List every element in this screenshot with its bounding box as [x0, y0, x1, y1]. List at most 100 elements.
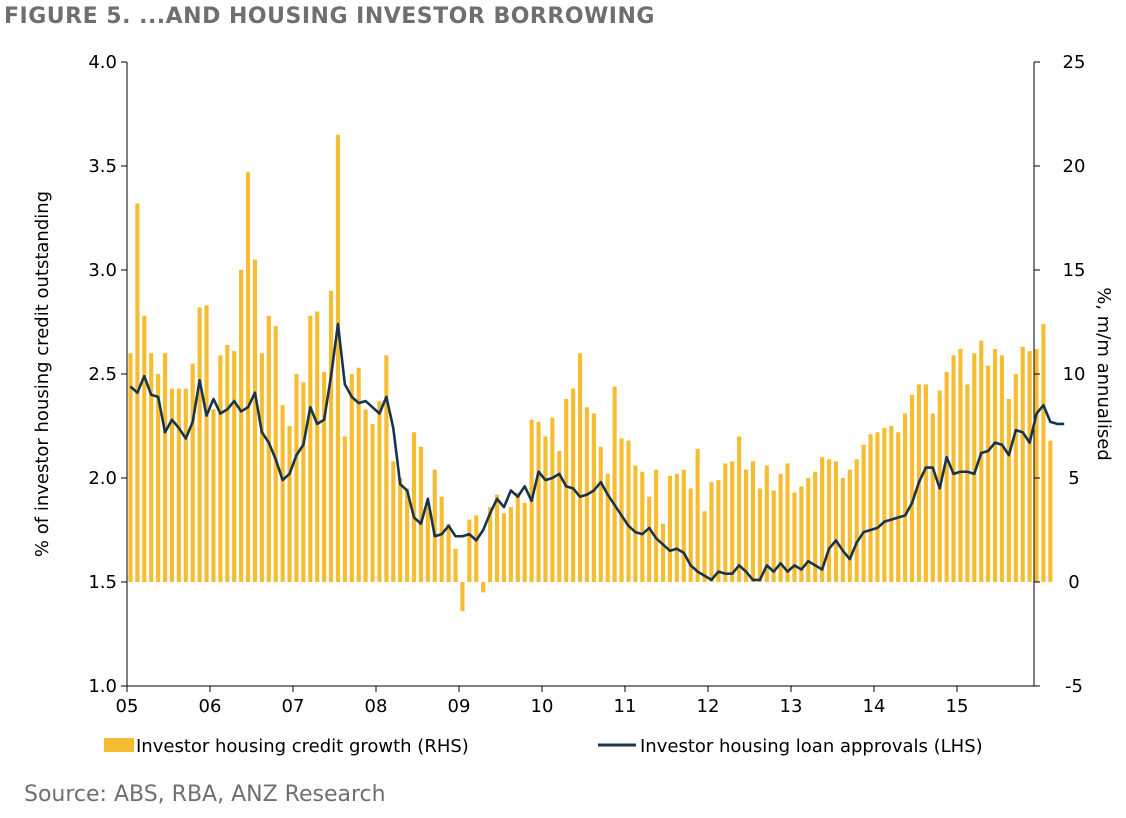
credit-growth-bar	[280, 405, 285, 582]
legend: Investor housing credit growth (RHS) Inv…	[104, 736, 983, 757]
credit-growth-bar	[557, 450, 562, 582]
credit-growth-bar	[743, 469, 749, 582]
credit-growth-bar	[785, 463, 790, 582]
credit-growth-bar	[252, 259, 258, 582]
left-y-tick-label: 3.0	[88, 260, 117, 281]
x-tick-label: 14	[863, 696, 886, 717]
credit-growth-bar	[550, 417, 555, 582]
credit-growth-bar	[598, 446, 603, 582]
credit-growth-bar	[1034, 349, 1039, 582]
x-tick-label: 12	[697, 696, 720, 717]
x-tick-label: 09	[448, 696, 471, 717]
credit-growth-bar	[571, 388, 576, 582]
credit-growth-bar	[889, 426, 894, 582]
credit-growth-bar	[868, 434, 873, 582]
credit-growth-bar	[211, 409, 216, 582]
credit-growth-bar	[515, 492, 520, 582]
credit-growth-bar	[405, 488, 410, 582]
right-y-tick-label: 5	[1068, 468, 1079, 489]
x-tick-label: 07	[282, 696, 305, 717]
credit-growth-bar	[460, 582, 465, 612]
bars-layer	[128, 134, 1053, 612]
credit-growth-bar	[335, 134, 341, 583]
credit-growth-bar	[695, 448, 700, 582]
credit-growth-bar	[363, 409, 368, 582]
credit-growth-bar	[730, 461, 735, 582]
source-note: Source: ABS, RBA, ANZ Research	[24, 782, 386, 807]
credit-growth-bar	[619, 438, 624, 582]
credit-growth-bar	[965, 384, 970, 582]
credit-growth-bar	[854, 459, 859, 582]
credit-growth-bar	[356, 367, 361, 582]
credit-growth-bar	[481, 582, 486, 593]
credit-growth-bar	[840, 478, 845, 582]
x-tick-label: 08	[365, 696, 388, 717]
x-tick-label: 10	[531, 696, 554, 717]
credit-growth-bar	[1041, 324, 1046, 582]
credit-growth-bar	[612, 386, 617, 582]
credit-growth-bar	[778, 473, 783, 582]
credit-growth-bar	[799, 486, 804, 582]
credit-growth-bar	[294, 374, 299, 582]
credit-growth-bar	[176, 388, 181, 582]
credit-growth-bar	[944, 371, 949, 582]
chart-title: FIGURE 5. ...AND HOUSING INVESTOR BORROW…	[4, 4, 655, 29]
credit-growth-bar	[391, 461, 396, 582]
credit-growth-bar	[723, 463, 728, 582]
credit-growth-bar	[806, 478, 811, 582]
credit-growth-bar	[508, 507, 513, 582]
credit-growth-bar	[266, 315, 271, 582]
right-y-tick-label: -5	[1065, 676, 1083, 697]
credit-growth-bar	[149, 353, 154, 582]
credit-growth-bar	[384, 355, 389, 582]
credit-growth-bar	[287, 426, 292, 582]
left-y-tick-label: 2.5	[88, 364, 117, 385]
credit-growth-bar	[681, 469, 686, 582]
credit-growth-bar	[792, 492, 797, 582]
credit-growth-bar	[709, 482, 714, 582]
credit-growth-bar	[1006, 398, 1011, 582]
left-y-tick-label: 2.0	[88, 468, 117, 489]
x-tick-label: 05	[116, 696, 139, 717]
y-axis-left-label: % of investor housing credit outstanding	[32, 191, 53, 557]
credit-growth-bar	[764, 465, 769, 582]
right-y-tick-label: 15	[1063, 260, 1086, 281]
credit-growth-bar	[847, 469, 852, 582]
credit-growth-bar	[716, 480, 721, 582]
x-tick-label: 11	[614, 696, 637, 717]
credit-growth-bar	[626, 440, 631, 582]
credit-growth-bar	[245, 172, 251, 583]
credit-growth-bar	[432, 469, 437, 582]
credit-growth-bar	[813, 471, 818, 582]
credit-growth-bar	[875, 432, 880, 582]
credit-growth-bar	[896, 432, 901, 582]
credit-growth-bar	[702, 511, 707, 582]
credit-growth-bar	[142, 315, 147, 582]
credit-growth-bar	[418, 446, 424, 582]
credit-growth-bar	[467, 519, 472, 582]
credit-growth-bar	[999, 355, 1005, 582]
y-axis-right-label: %, m/m annualised	[1093, 287, 1114, 461]
legend-bar-label: Investor housing credit growth (RHS)	[136, 736, 469, 757]
credit-growth-bar	[992, 349, 998, 582]
credit-growth-bar	[322, 371, 327, 582]
credit-growth-bar	[494, 494, 500, 582]
credit-growth-bar	[398, 478, 403, 582]
right-y-tick-label: 25	[1063, 52, 1086, 73]
credit-growth-bar	[501, 513, 507, 582]
x-tick-label: 06	[199, 696, 222, 717]
legend-bar-swatch	[104, 738, 134, 752]
left-y-tick-label: 1.5	[88, 572, 117, 593]
credit-growth-bar	[273, 326, 278, 582]
credit-growth-bar	[425, 502, 430, 582]
credit-growth-bar	[972, 353, 977, 582]
credit-growth-bar	[564, 398, 569, 582]
credit-growth-bar	[820, 457, 825, 582]
credit-growth-bar	[903, 413, 908, 582]
credit-growth-bar	[169, 388, 175, 582]
credit-growth-bar	[986, 365, 991, 582]
credit-growth-bar	[128, 353, 133, 582]
credit-growth-bar	[1013, 374, 1018, 582]
credit-growth-bar	[1027, 351, 1032, 582]
